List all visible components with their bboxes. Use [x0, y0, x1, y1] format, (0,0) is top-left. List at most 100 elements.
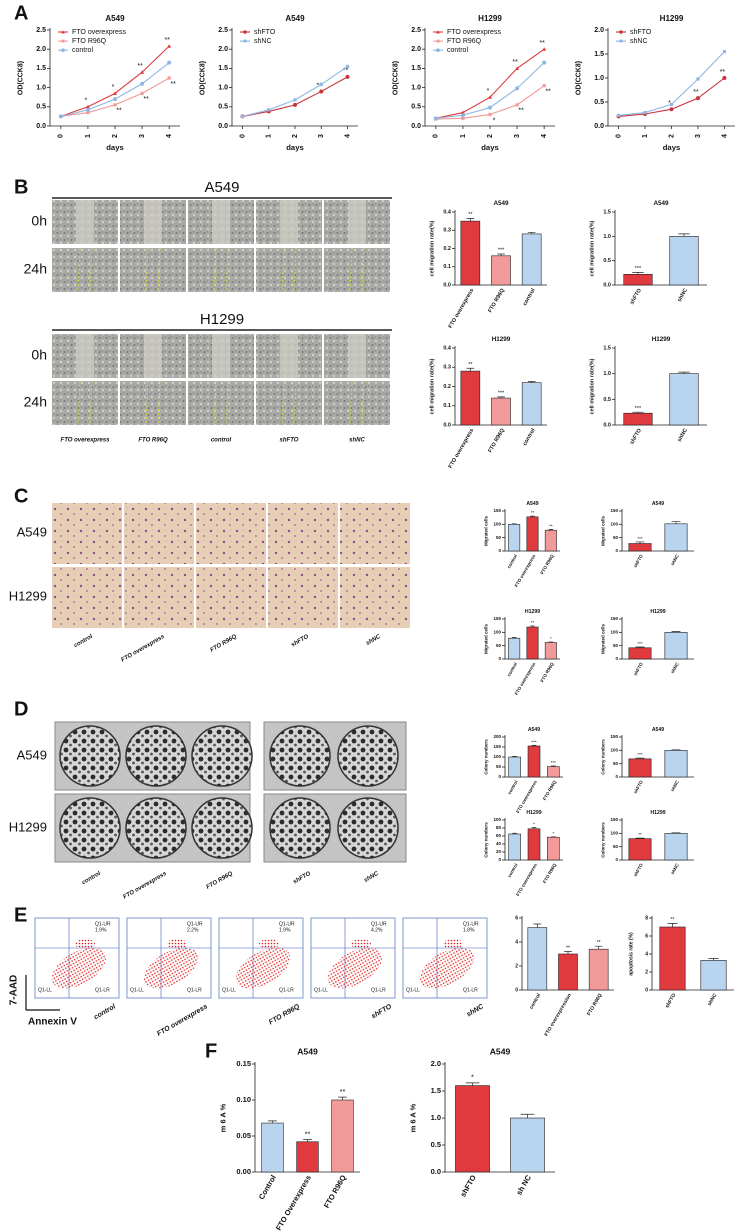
- x-tick-label: 0: [58, 134, 65, 138]
- error-bar: [678, 233, 690, 237]
- x-tick-label: shNC: [670, 862, 681, 875]
- series-line: [242, 66, 348, 117]
- point: [167, 60, 172, 65]
- error-bar: [635, 837, 645, 839]
- bar: [508, 524, 521, 552]
- y-axis-label: m 6 A %: [408, 1103, 417, 1132]
- point: [695, 96, 700, 101]
- chart-title: H1299: [650, 609, 665, 615]
- wound-edge: [213, 380, 217, 426]
- transwell-image: [196, 503, 266, 564]
- legend-label: FTO overexpress: [72, 29, 126, 36]
- well: [191, 725, 253, 787]
- y-tick-label: 150: [610, 616, 618, 621]
- y-tick-label: 0.4: [443, 345, 452, 351]
- quadrant-label: Q1-LL: [314, 987, 328, 993]
- point: [86, 110, 90, 115]
- error-bar: [466, 367, 475, 372]
- chart-title: H1299: [660, 14, 684, 23]
- significance: **: [518, 108, 524, 115]
- point: [140, 91, 144, 95]
- y-tick-label: 0.5: [411, 104, 421, 111]
- wound-edge: [361, 380, 365, 426]
- y-tick-label: 50: [496, 643, 502, 648]
- well: [191, 797, 253, 859]
- wound-gap: [212, 200, 230, 244]
- bar: [521, 233, 542, 286]
- legend-marker: [619, 39, 623, 43]
- y-tick-label: 1.5: [594, 51, 604, 58]
- row-label: H1299: [9, 819, 47, 834]
- x-tick-label: control: [506, 554, 518, 570]
- y-tick-label: 1.5: [36, 65, 46, 72]
- y-tick-label: 150: [610, 734, 618, 739]
- error-bar: [635, 646, 645, 648]
- chart-title: H1299: [652, 336, 671, 343]
- y-tick-label: 40: [496, 841, 502, 846]
- column-label: control: [93, 1003, 118, 1021]
- point: [460, 113, 465, 118]
- point: [515, 103, 519, 107]
- wound-edge: [225, 247, 229, 293]
- y-tick-label: 0: [615, 774, 618, 779]
- error-bar: [530, 625, 535, 627]
- error-bar: [548, 529, 554, 531]
- legend-marker: [243, 30, 247, 34]
- y-tick-label: 200: [493, 734, 501, 739]
- quadrant-label: Q1-LR: [187, 987, 202, 993]
- series-line: [435, 62, 545, 119]
- x-tick-label: control: [507, 863, 519, 879]
- x-tick-label: control: [507, 780, 519, 796]
- y-tick-label: 4: [645, 951, 648, 957]
- error-bar: [268, 1120, 277, 1124]
- point: [488, 105, 492, 110]
- y-tick-label: 2: [515, 963, 518, 969]
- y-tick-label: 50: [613, 643, 619, 648]
- wound-edge: [157, 380, 161, 426]
- x-tick-label: Control: [257, 1173, 278, 1201]
- significance: **: [305, 1129, 311, 1138]
- y-axis-label: Migrated cells: [600, 516, 605, 547]
- y-tick-label: 1.0: [603, 234, 611, 240]
- x-tick-label: shFTO: [632, 862, 644, 877]
- x-tick-label: FTO overexpress: [448, 428, 476, 470]
- significance: **: [671, 917, 675, 923]
- time-label: 24h: [24, 394, 47, 410]
- legend-label: FTO R96Q: [72, 38, 107, 45]
- wound-gap: [348, 334, 366, 378]
- y-tick-label: 0: [515, 987, 518, 993]
- well: [125, 725, 187, 787]
- row-label: H1299: [9, 588, 47, 603]
- point: [293, 98, 297, 102]
- y-axis-label: cell migration rate(%): [429, 220, 435, 276]
- bar: [664, 833, 688, 861]
- y-tick-label: 100: [493, 754, 501, 759]
- y-tick-label: 0.1: [443, 264, 451, 270]
- significance: *: [552, 831, 554, 836]
- error-bar: [497, 253, 505, 256]
- error-bar: [550, 765, 556, 767]
- column-label: shFTO: [280, 438, 299, 444]
- significance: ***: [531, 739, 537, 744]
- column-label: FTO R96Q: [138, 438, 168, 444]
- y-tick-label: 0.2: [443, 384, 451, 390]
- y-tick-label: 1.0: [603, 371, 611, 377]
- point: [85, 104, 90, 109]
- x-axis-label: days: [106, 143, 124, 152]
- bar: [628, 647, 652, 660]
- y-axis-label: cell migration rate(%): [429, 358, 435, 414]
- bar: [664, 632, 688, 660]
- error-bar: [303, 1139, 312, 1142]
- y-tick-label: 50: [613, 844, 619, 849]
- cell-line-heading: A549: [204, 179, 239, 196]
- x-tick-label: 4: [541, 134, 548, 138]
- time-label: 24h: [24, 261, 47, 277]
- y-tick-label: 0.15: [236, 1059, 251, 1068]
- event-cloud: [327, 947, 383, 989]
- y-tick-label: 150: [493, 616, 501, 621]
- quadrant-label: Q1-UR: [187, 921, 203, 927]
- wound-image: [120, 248, 186, 292]
- series-line: [242, 76, 348, 117]
- chart-title: A549: [653, 200, 669, 207]
- y-tick-label: 0.5: [603, 397, 611, 403]
